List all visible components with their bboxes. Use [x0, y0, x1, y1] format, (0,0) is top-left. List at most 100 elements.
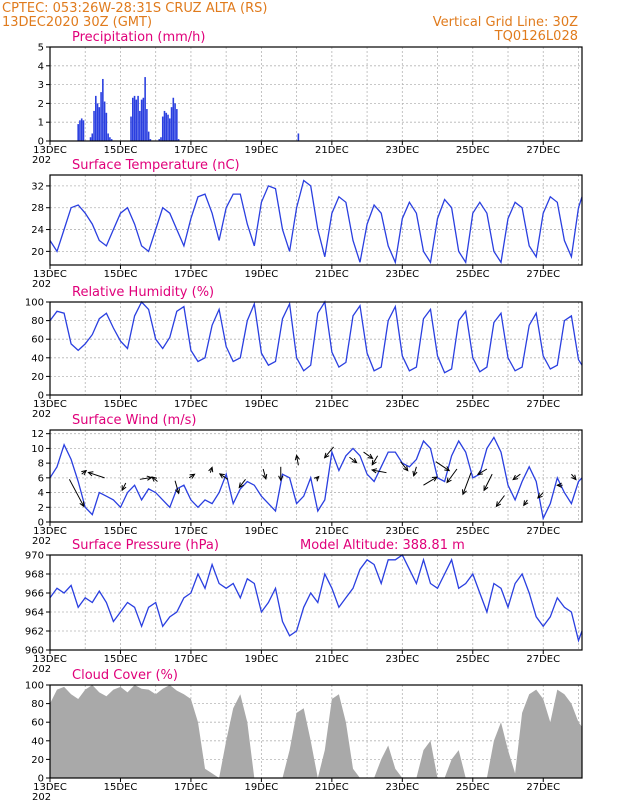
pressure-ytick-label: 964 [25, 608, 44, 619]
wind-arrow-head [294, 454, 300, 461]
temperature-line [49, 179, 583, 265]
precip-ytick-label: 2 [38, 99, 44, 110]
precip-ytick-label: 4 [38, 61, 44, 72]
cloud-frame [49, 684, 583, 779]
precip-bar [144, 77, 146, 141]
wind-xtick-label: 21DEC [315, 526, 349, 537]
pressure-xtick-label: 25DEC [456, 654, 490, 665]
cloud-area [50, 685, 582, 778]
temperature-ytick-label: 20 [31, 247, 44, 258]
cloud-xtick-label: 23DEC [385, 782, 419, 793]
precip-xtick-label: 25DEC [456, 145, 490, 156]
humidity-ytick-label: 40 [31, 353, 44, 364]
pressure-panel: Surface Pressure (hPa) Model Altitude: 38… [25, 538, 583, 675]
pressure-line [49, 554, 583, 643]
precip-bar [93, 110, 95, 141]
pressure-year-fragment: 202 [32, 664, 51, 675]
pressure-title: Surface Pressure (hPa) [72, 538, 219, 553]
precip-xtick-label: 13DEC [33, 145, 67, 156]
wind-arrow-head [238, 482, 244, 489]
wind-arrow [262, 468, 267, 480]
wind-arrow [446, 468, 458, 483]
cloud-xtick-label: 27DEC [526, 782, 560, 793]
wind-arrow-head [121, 485, 127, 492]
humidity-xtick-label: 27DEC [526, 399, 560, 410]
humidity-line [49, 300, 583, 374]
run-datetime: 13DEC2020 30Z (GMT) [2, 15, 152, 30]
wind-arrow-head [537, 493, 543, 499]
precip-bar [172, 97, 175, 141]
wind-ytick-label: 2 [38, 503, 44, 514]
precip-bar [107, 133, 109, 141]
temperature-ytick-label: 32 [31, 181, 44, 192]
temperature-xtick-label: 17DEC [174, 269, 208, 280]
humidity-title: Relative Humidity (%) [72, 285, 214, 300]
precip-bar [133, 95, 136, 141]
station-header: CPTEC: 053:26W-28:31S CRUZ ALTA (RS) [2, 1, 267, 16]
temperature-xtick-label: 13DEC [33, 269, 67, 280]
precip-bar [98, 107, 101, 141]
wind-xtick-label: 15DEC [104, 526, 138, 537]
wind-ytick-label: 10 [31, 444, 44, 455]
precip-bar [149, 139, 152, 141]
wind-arrow-head [412, 470, 418, 477]
wind-arrow-head [262, 473, 268, 481]
cloud-ytick-label: 100 [25, 681, 44, 692]
wind-xtick-label: 17DEC [174, 526, 208, 537]
wind-arrow-head [476, 469, 483, 475]
wind-arrow-head [146, 475, 153, 481]
precip-xtick-label: 27DEC [526, 145, 560, 156]
cloud-panel: Cloud Cover (%) 0 20 40 60 80 100 13DEC 15DEC 17D… [25, 668, 583, 800]
humidity-ytick-label: 20 [31, 372, 44, 383]
precip-bar [170, 107, 173, 141]
wind-xtick-label: 19DEC [245, 526, 279, 537]
wind-arrow-head [79, 501, 85, 508]
precip-ytick-label: 0 [38, 137, 44, 148]
precip-ytick-label: 1 [38, 118, 44, 129]
wind-ytick-label: 12 [31, 429, 44, 440]
humidity-xtick-label: 15DEC [104, 399, 138, 410]
wind-arrow [238, 479, 246, 488]
wind-arrow [139, 477, 152, 480]
precip-bar [177, 139, 180, 141]
vertical-grid-note: Vertical Grid Line: 30Z [433, 15, 578, 30]
wind-frame [49, 429, 583, 523]
temperature-frame [49, 174, 583, 266]
wind-arrow-head [87, 471, 94, 477]
precip-bar [140, 99, 143, 141]
wind-arrow-head [371, 459, 377, 466]
wind-xtick-label: 23DEC [385, 526, 419, 537]
precip-xtick-label: 19DEC [245, 145, 279, 156]
wind-arrow [349, 456, 357, 464]
precip-ytick-label: 3 [38, 80, 44, 91]
wind-ytick-label: 8 [38, 459, 44, 470]
wind-arrow-head [512, 474, 519, 481]
temperature-ytick-label: 24 [31, 225, 44, 236]
precip-bar [105, 112, 108, 141]
pressure-xtick-label: 13DEC [33, 654, 67, 665]
precip-xtick-label: 23DEC [385, 145, 419, 156]
wind-arrow-head [174, 488, 181, 495]
cloud-ytick-label: 0 [38, 774, 44, 785]
wind-arrow-head [444, 466, 451, 472]
humidity-ytick-label: 60 [31, 335, 44, 346]
temperature-xtick-label: 15DEC [104, 269, 138, 280]
wind-arrow [371, 469, 387, 474]
precip-bar [89, 137, 92, 141]
pressure-ytick-label: 968 [25, 570, 44, 581]
temperature-title: Surface Temperature (nC) [72, 158, 240, 173]
wind-arrow [435, 461, 450, 472]
precip-xtick-label: 15DEC [104, 145, 138, 156]
wind-arrow [296, 455, 299, 466]
temperature-ytick-label: 28 [31, 203, 44, 214]
wind-arrow-head [495, 501, 502, 508]
precip-bar [297, 133, 300, 141]
pressure-ytick-label: 960 [25, 646, 44, 657]
wind-arrow [121, 482, 127, 491]
wind-arrow-head [313, 475, 320, 482]
wind-arrow-head [189, 473, 196, 479]
wind-ytick-label: 0 [38, 518, 44, 529]
pressure-xtick-label: 27DEC [526, 654, 560, 665]
wind-xtick-label: 27DEC [526, 526, 560, 537]
temperature-panel: Surface Temperature (nC) 20 24 28 32 13DEC 15D… [31, 158, 583, 290]
